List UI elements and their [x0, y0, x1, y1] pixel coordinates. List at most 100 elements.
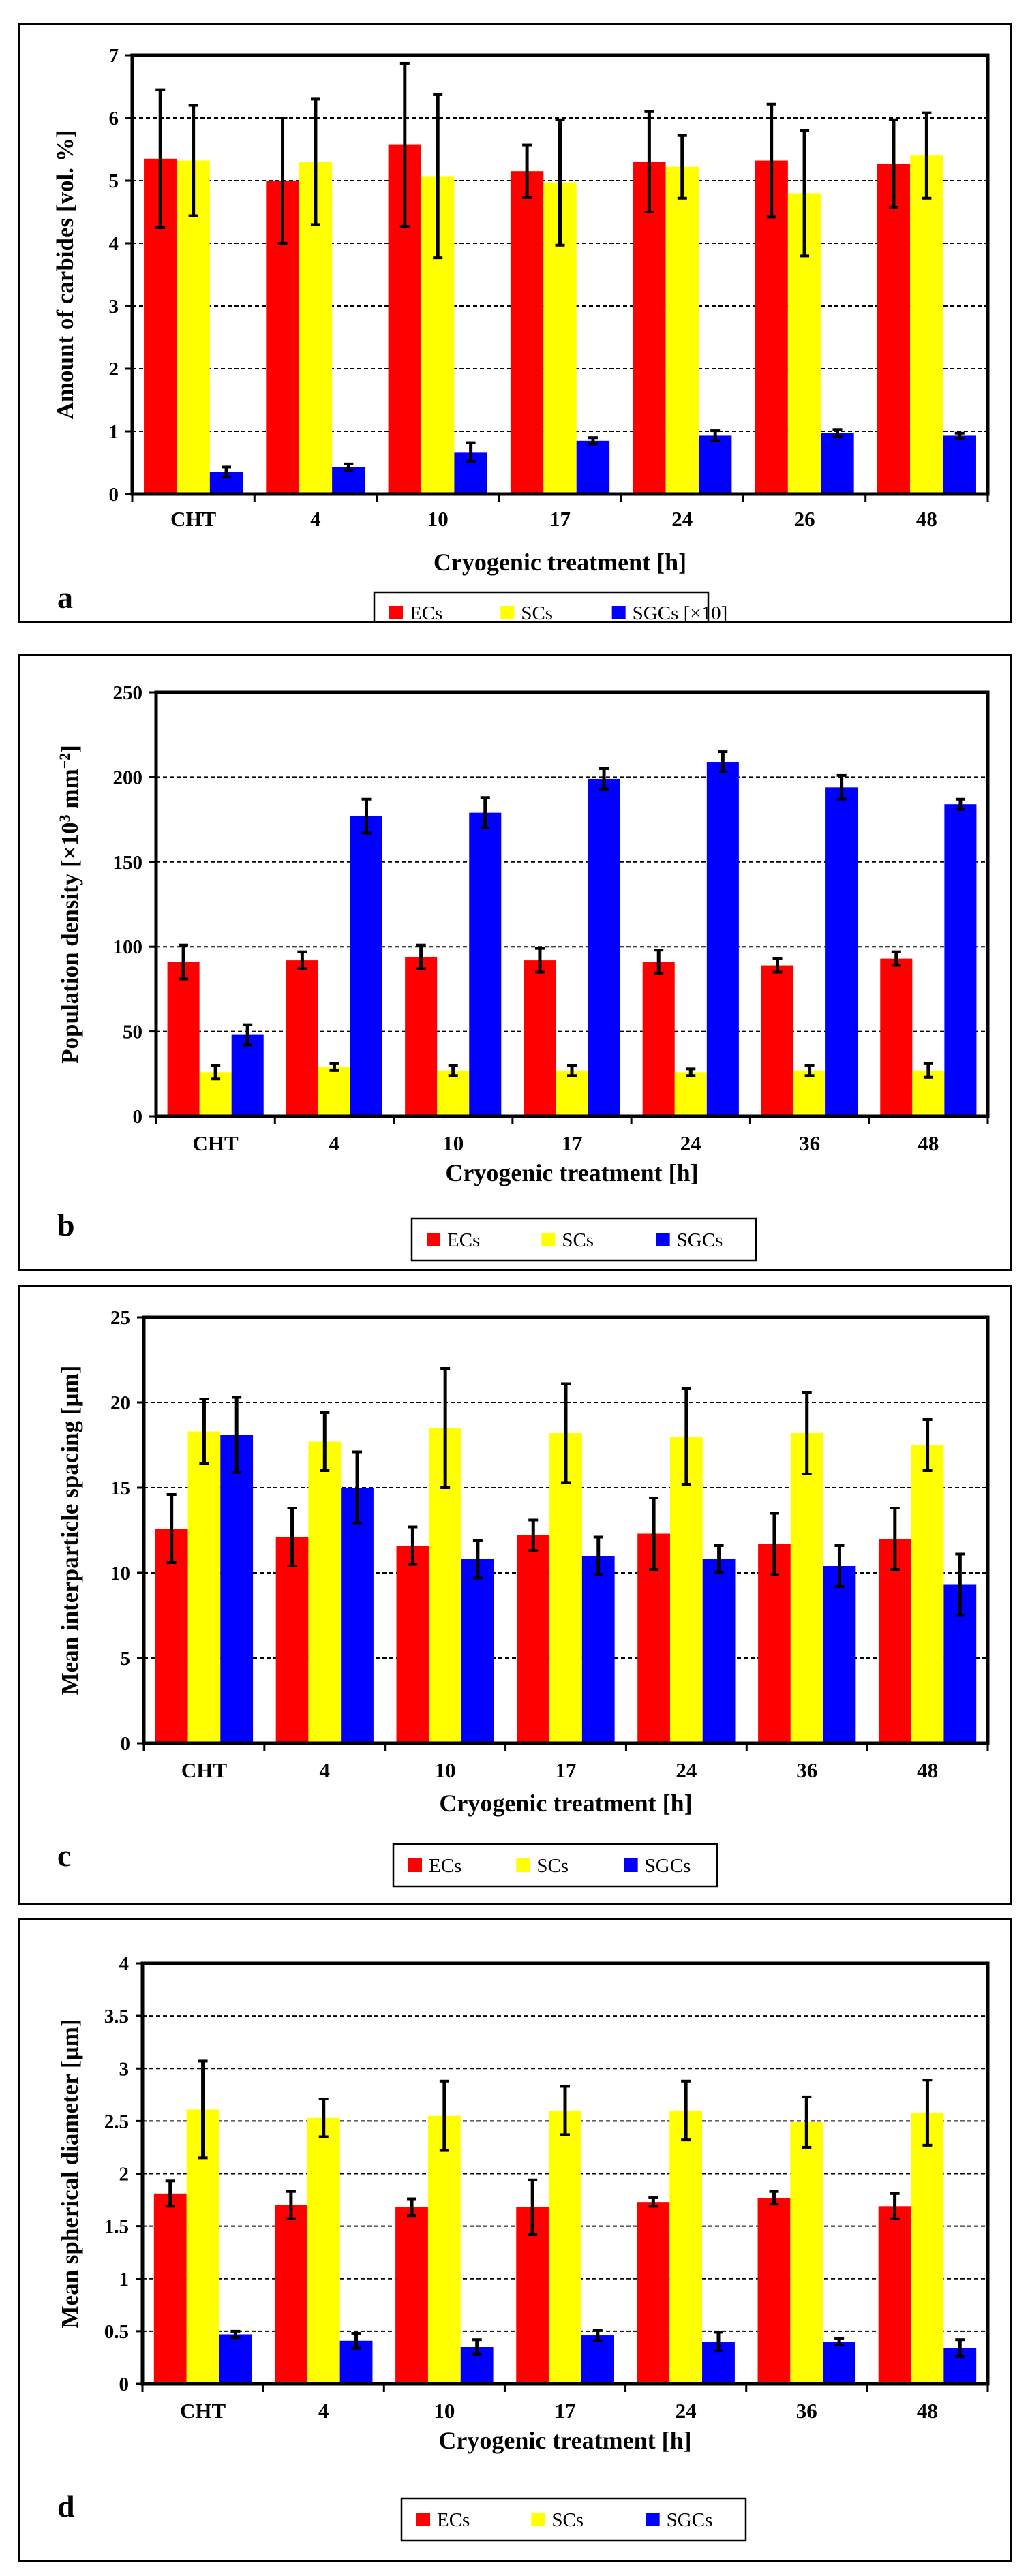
chart-svg-a: 0 1 2 3 4 5 6 7 CHT 4 10 17 24 26 48 Cryogenic treatmen…	[52, 45, 990, 621]
bar-ecs	[274, 2205, 307, 2384]
x-tick-label: 36	[796, 1758, 817, 1782]
bar-sgcs	[702, 1559, 736, 1743]
panel-letter: c	[57, 1838, 71, 1873]
bar-scs	[911, 2113, 944, 2384]
bar-ecs	[517, 1535, 550, 1743]
y-axis-label: Mean spherical diameter [µm]	[57, 2019, 83, 2329]
legend-label: ECs	[429, 1855, 461, 1877]
bar-ecs	[286, 960, 318, 1116]
chart-panel-a: 0 1 2 3 4 5 6 7 CHT 4 10 17 24 26 48 Cryogenic treatmen…	[18, 23, 1012, 623]
x-axis-label: Cryogenic treatment [h]	[439, 1790, 692, 1817]
x-tick-label: 10	[427, 507, 449, 531]
bar-scs	[665, 166, 699, 494]
legend-label: ECs	[447, 1229, 480, 1251]
x-tick-label: 10	[435, 1758, 456, 1782]
bar-scs	[437, 1070, 470, 1116]
bar-sgcs	[581, 1556, 615, 1743]
legend-swatch-scs	[541, 1233, 556, 1246]
x-tick-label: CHT	[170, 507, 217, 531]
plot-area	[156, 692, 988, 1116]
y-tick-label: 250	[113, 682, 143, 704]
legend-box	[392, 1843, 718, 1888]
y-tick-label: 20	[110, 1392, 130, 1414]
legend-label: SGCs [×10]	[633, 602, 728, 621]
x-tick-label: 17	[549, 507, 571, 531]
bar-scs	[911, 1445, 944, 1743]
x-axis-label: Cryogenic treatment [h]	[438, 2427, 691, 2454]
bar-ecs	[516, 2207, 549, 2384]
y-axis-label: Population density [×103 mm−2]	[56, 745, 84, 1064]
legend-label: ECs	[410, 602, 442, 621]
bar-sgcs	[581, 2335, 614, 2384]
plot-border	[142, 1315, 990, 1745]
x-tick-label: 48	[917, 1758, 938, 1782]
bar-sgcs	[576, 440, 610, 494]
bar-ecs	[761, 965, 794, 1116]
chart-panel-c: 0 5 10 15 20 25 CHT 4 10 17 24 36 48 Cryogenic treatm…	[18, 1285, 1012, 1905]
y-tick-label: 0	[109, 484, 119, 506]
legend-label: SCs	[551, 2509, 584, 2531]
bar-ecs	[633, 162, 666, 494]
y-tick-label: 1.5	[104, 2216, 129, 2238]
x-tick-label: 48	[917, 2399, 938, 2423]
legend-swatch-sgcs	[656, 1233, 670, 1246]
bar-ecs	[757, 2197, 791, 2384]
legend-swatch-ecs	[427, 1233, 440, 1246]
bar-ecs	[167, 962, 200, 1116]
x-tick-label: 24	[680, 1131, 701, 1155]
legend-swatch-scs	[500, 606, 515, 619]
panel-letter: b	[57, 1208, 75, 1242]
bar-sgcs	[823, 2342, 856, 2384]
legend-swatch-scs	[516, 1858, 530, 1872]
y-tick-label: 0	[119, 2374, 130, 2395]
y-axis-label-part: Population density [×10	[57, 822, 83, 1063]
panel-letter: a	[57, 580, 73, 615]
bar-ecs	[153, 2193, 187, 2384]
y-tick-label: 3.5	[104, 2006, 129, 2027]
bar-sgcs	[231, 1034, 264, 1116]
x-tick-label: CHT	[181, 1758, 228, 1782]
bar-ecs	[878, 1539, 911, 1743]
y-axis-label: Mean interparticle spacing [µm]	[57, 1366, 83, 1696]
legend-label: SCs	[562, 1229, 594, 1251]
legend-swatch-scs	[531, 2513, 545, 2526]
bar-ecs	[405, 957, 438, 1116]
bar-ecs	[524, 960, 556, 1116]
legend-box	[400, 2497, 747, 2542]
x-tick-label: 17	[555, 2399, 576, 2423]
legend-swatch-sgcs	[611, 606, 626, 619]
bar-sgcs	[350, 816, 383, 1116]
legend-swatch-ecs	[416, 2513, 430, 2526]
bar-scs	[549, 2110, 581, 2384]
y-tick-label: 0	[133, 1106, 143, 1128]
chart-svg-d: 0 0.5 1 1.5 2 2.5 3 3.5 4 CHT 4 10 17 24 36 48 Cryogenic…	[57, 1953, 990, 2542]
x-axis-label: Cryogenic treatment [h]	[445, 1159, 698, 1186]
bar-scs	[669, 2110, 703, 2384]
bar-ecs	[642, 962, 675, 1116]
legend-swatch-ecs	[389, 606, 403, 619]
y-tick-label: 1	[119, 2269, 130, 2290]
chart-svg-c: 0 5 10 15 20 25 CHT 4 10 17 24 36 48 Cryogenic treatm…	[57, 1307, 990, 1888]
y-axis-label-superscript: 3	[56, 814, 73, 822]
bar-scs	[790, 2121, 823, 2384]
x-tick-label: 24	[676, 1758, 697, 1782]
x-tick-label: 4	[329, 1131, 340, 1155]
bar-sgcs	[219, 2334, 252, 2384]
bar-scs	[308, 1441, 342, 1743]
y-tick-label: 25	[110, 1307, 130, 1329]
bar-ecs	[877, 164, 911, 494]
bar-scs	[318, 1067, 350, 1116]
y-tick-label: 10	[110, 1563, 130, 1584]
x-tick-label: 26	[794, 507, 815, 531]
bar-scs	[307, 2117, 340, 2384]
bar-scs	[674, 1072, 707, 1116]
y-tick-label: 50	[123, 1022, 142, 1043]
bar-sgcs	[220, 1435, 254, 1743]
y-tick-label: 200	[113, 767, 143, 788]
bar-scs	[556, 1070, 588, 1116]
legend-swatch-ecs	[408, 1858, 422, 1872]
x-tick-label: 48	[918, 1131, 939, 1155]
y-axis-label: Amount of carbides [vol. %]	[52, 130, 78, 420]
x-tick-label: 10	[442, 1131, 464, 1155]
bar-sgcs	[469, 812, 502, 1116]
